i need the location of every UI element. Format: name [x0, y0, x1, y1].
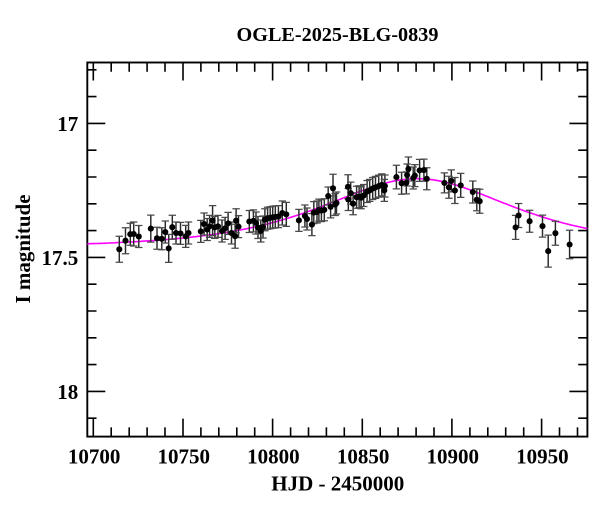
svg-text:OGLE-2025-BLG-0839: OGLE-2025-BLG-0839 — [237, 24, 439, 46]
svg-text:10800: 10800 — [247, 444, 300, 468]
svg-text:17: 17 — [57, 112, 78, 136]
svg-text:10750: 10750 — [158, 444, 211, 468]
svg-text:17.5: 17.5 — [42, 246, 79, 270]
svg-text:I magnitude: I magnitude — [11, 194, 35, 303]
svg-text:10850: 10850 — [337, 444, 390, 468]
svg-text:10950: 10950 — [516, 444, 569, 468]
svg-text:18: 18 — [57, 380, 78, 404]
svg-text:10900: 10900 — [426, 444, 479, 468]
svg-text:HJD - 2450000: HJD - 2450000 — [271, 472, 404, 496]
svg-text:10700: 10700 — [68, 444, 121, 468]
